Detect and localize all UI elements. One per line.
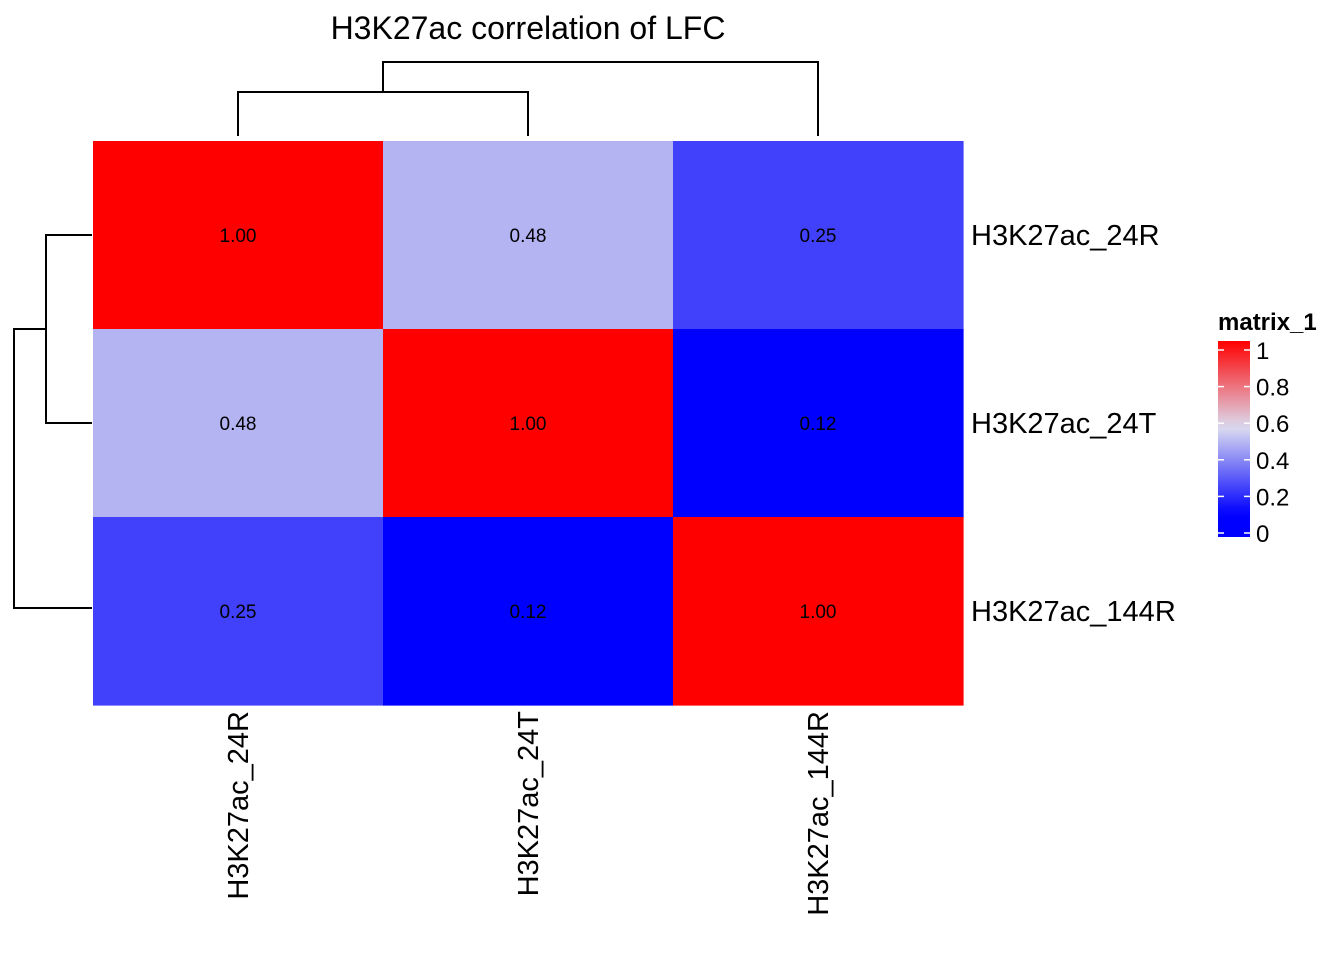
cell-value-label: 0.25 [220,602,257,623]
legend-tick-label: 0.6 [1256,411,1289,438]
legend-tick-label: 1 [1256,338,1269,365]
column-labels: H3K27ac_24R H3K27ac_24T H3K27ac_144R [223,711,835,916]
heatmap-cell [383,329,674,518]
row-labels: H3K27ac_24R H3K27ac_24T H3K27ac_144R [971,220,1176,628]
color-legend: matrix_1 1 0.8 0.6 0.4 0.2 0 [1218,309,1317,548]
cell-value-label: 1.00 [220,226,257,247]
column-dendrogram [237,61,819,136]
column-label: H3K27ac_144R [803,711,835,916]
cell-value-label: 0.48 [220,414,257,435]
row-dendrogram [13,234,92,609]
legend-tick-label: 0.8 [1256,375,1289,402]
column-dendrogram-branch [237,91,529,136]
cell-value-label: 0.25 [800,226,837,247]
legend-title: matrix_1 [1218,309,1317,336]
row-dendrogram-branch [45,234,92,424]
heatmap-cell [93,329,384,518]
column-dendrogram-branch [382,61,819,136]
row-label: H3K27ac_24R [971,220,1160,252]
column-label: H3K27ac_24R [223,711,255,900]
heatmap-cell [93,141,384,330]
cell-value-label: 1.00 [510,414,547,435]
heatmap-cell [673,329,964,518]
heatmap-cell [673,141,964,330]
legend-tick-label: 0.2 [1256,484,1289,511]
cell-value-label: 0.12 [510,602,547,623]
cell-value-label: 0.12 [800,414,837,435]
chart-title: H3K27ac correlation of LFC [331,10,726,46]
cell-value-label: 0.48 [510,226,547,247]
heatmap-cell [673,517,964,706]
legend-ticks: 1 0.8 0.6 0.4 0.2 0 [1218,338,1289,548]
legend-tick-label: 0 [1256,521,1269,548]
cell-value-label: 1.00 [800,602,837,623]
row-label: H3K27ac_144R [971,596,1176,628]
heatmap-cell [93,517,384,706]
heatmap-cells [93,141,964,706]
legend-tick-label: 0.4 [1256,448,1289,475]
row-label: H3K27ac_24T [971,408,1157,440]
heatmap-cell-labels: 1.00 0.48 0.25 0.48 1.00 0.12 0.25 0.12 1.00 [220,226,837,623]
column-label: H3K27ac_24T [513,711,545,897]
heatmap-cell [383,141,674,330]
heatmap-cell [383,517,674,706]
legend-color-bar [1218,341,1250,537]
row-dendrogram-branch [13,328,92,609]
